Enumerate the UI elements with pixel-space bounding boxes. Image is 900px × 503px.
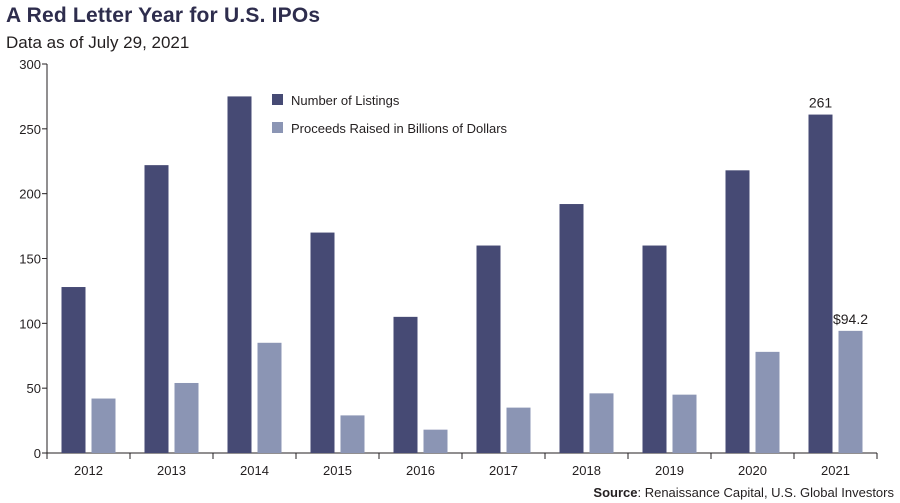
x-tick-label: 2015 bbox=[323, 463, 352, 478]
bar-listings-2018 bbox=[559, 204, 584, 453]
bar-proceeds-2015 bbox=[340, 415, 365, 453]
bar-proceeds-2017 bbox=[506, 407, 531, 453]
x-tick-label: 2014 bbox=[240, 463, 269, 478]
bar-listings-2017 bbox=[476, 245, 501, 453]
bar-proceeds-2019 bbox=[672, 394, 697, 453]
x-tick-label: 2018 bbox=[572, 463, 601, 478]
legend-swatch-1 bbox=[272, 122, 283, 133]
bar-listings-2021 bbox=[808, 114, 833, 453]
bar-listings-2012 bbox=[61, 287, 86, 453]
bar-proceeds-2012 bbox=[91, 398, 116, 453]
source-text: : Renaissance Capital, U.S. Global Inves… bbox=[637, 485, 894, 500]
legend-label-0: Number of Listings bbox=[291, 93, 400, 108]
y-tick-label: 50 bbox=[27, 381, 41, 396]
bar-listings-2019 bbox=[642, 245, 667, 453]
bar-proceeds-2016 bbox=[423, 429, 448, 453]
source-label: Source bbox=[593, 485, 638, 500]
legend-swatch-0 bbox=[272, 94, 283, 105]
bar-listings-2013 bbox=[144, 165, 169, 453]
bar-proceeds-2013 bbox=[174, 382, 199, 453]
bar-proceeds-2014 bbox=[257, 342, 282, 453]
x-tick-label: 2019 bbox=[655, 463, 684, 478]
bar-proceeds-2018 bbox=[589, 393, 614, 453]
data-label: $94.2 bbox=[833, 311, 868, 327]
y-tick-label: 250 bbox=[19, 122, 41, 137]
chart-title: A Red Letter Year for U.S. IPOs bbox=[6, 4, 321, 27]
bar-listings-2020 bbox=[725, 170, 750, 453]
y-tick-label: 0 bbox=[34, 446, 41, 461]
x-tick-label: 2021 bbox=[821, 463, 850, 478]
source-note: Source: Renaissance Capital, U.S. Global… bbox=[593, 485, 894, 500]
y-tick-label: 200 bbox=[19, 187, 41, 202]
x-tick-label: 2020 bbox=[738, 463, 767, 478]
bar-listings-2015 bbox=[310, 232, 335, 453]
x-tick-label: 2016 bbox=[406, 463, 435, 478]
bar-listings-2016 bbox=[393, 316, 418, 453]
y-tick-label: 150 bbox=[19, 252, 41, 267]
bar-proceeds-2020 bbox=[755, 351, 780, 453]
x-tick-label: 2013 bbox=[157, 463, 186, 478]
chart-subtitle: Data as of July 29, 2021 bbox=[6, 33, 190, 52]
y-tick-label: 300 bbox=[19, 57, 41, 72]
bar-proceeds-2021 bbox=[838, 330, 863, 453]
x-tick-label: 2017 bbox=[489, 463, 518, 478]
legend-label-1: Proceeds Raised in Billions of Dollars bbox=[291, 121, 508, 136]
bar-listings-2014 bbox=[227, 96, 252, 454]
y-tick-label: 100 bbox=[19, 316, 41, 331]
data-label: 261 bbox=[809, 95, 833, 111]
x-tick-label: 2012 bbox=[74, 463, 103, 478]
